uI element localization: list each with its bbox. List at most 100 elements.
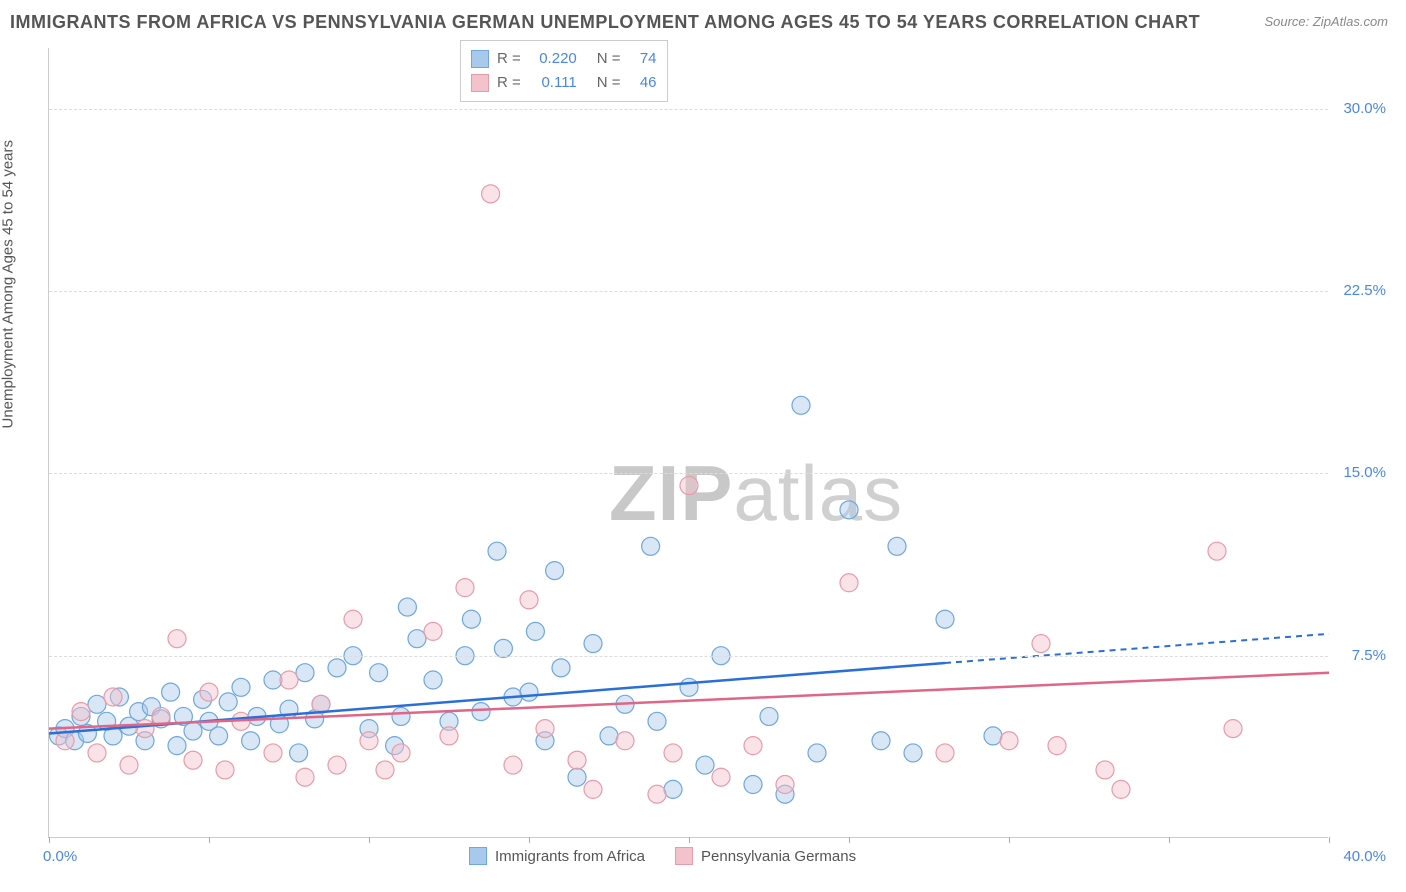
scatter-point xyxy=(696,756,714,774)
bottom-legend-label: Immigrants from Africa xyxy=(495,848,645,865)
scatter-point xyxy=(136,720,154,738)
legend-row: R = 0.111 N = 46 xyxy=(471,71,657,95)
legend-r-value: 0.220 xyxy=(529,47,577,71)
scatter-point xyxy=(648,785,666,803)
y-axis-label: Unemployment Among Ages 45 to 54 years xyxy=(0,140,17,429)
scatter-point xyxy=(88,744,106,762)
scatter-point xyxy=(184,751,202,769)
x-tick xyxy=(689,837,690,843)
source-attribution: Source: ZipAtlas.com xyxy=(1264,14,1388,29)
scatter-point xyxy=(488,542,506,560)
scatter-point xyxy=(440,727,458,745)
y-tick-label: 30.0% xyxy=(1343,100,1386,117)
scatter-point xyxy=(88,695,106,713)
scatter-point xyxy=(1032,635,1050,653)
scatter-point xyxy=(520,683,538,701)
legend-swatch xyxy=(675,847,693,865)
scatter-point xyxy=(642,537,660,555)
y-tick-label: 22.5% xyxy=(1343,282,1386,299)
scatter-point xyxy=(888,537,906,555)
scatter-point xyxy=(1048,737,1066,755)
scatter-point xyxy=(370,664,388,682)
scatter-point xyxy=(936,744,954,762)
chart-plot-area: ZIPatlas Immigrants from AfricaPennsylva… xyxy=(48,48,1328,838)
scatter-point xyxy=(536,720,554,738)
scatter-point xyxy=(184,722,202,740)
y-tick-label: 7.5% xyxy=(1352,647,1386,664)
legend-row: R = 0.220 N = 74 xyxy=(471,47,657,71)
scatter-point xyxy=(162,683,180,701)
grid-line xyxy=(49,473,1328,474)
scatter-point xyxy=(552,659,570,677)
scatter-point xyxy=(936,610,954,628)
scatter-point xyxy=(376,761,394,779)
scatter-point xyxy=(296,664,314,682)
legend-n-label: N = xyxy=(597,47,621,71)
scatter-point xyxy=(984,727,1002,745)
scatter-point xyxy=(424,622,442,640)
legend-n-value: 74 xyxy=(629,47,657,71)
scatter-point xyxy=(584,780,602,798)
x-tick-label: 0.0% xyxy=(43,848,77,865)
scatter-point xyxy=(600,727,618,745)
x-tick xyxy=(209,837,210,843)
legend-n-value: 46 xyxy=(629,71,657,95)
scatter-point xyxy=(1000,732,1018,750)
scatter-point xyxy=(872,732,890,750)
scatter-point xyxy=(1112,780,1130,798)
scatter-point xyxy=(472,703,490,721)
legend-r-label: R = xyxy=(497,47,521,71)
scatter-point xyxy=(680,678,698,696)
scatter-point xyxy=(242,732,260,750)
scatter-point xyxy=(616,732,634,750)
scatter-point xyxy=(712,768,730,786)
scatter-point xyxy=(526,622,544,640)
scatter-point xyxy=(808,744,826,762)
grid-line xyxy=(49,656,1328,657)
y-tick-label: 15.0% xyxy=(1343,464,1386,481)
scatter-point xyxy=(408,630,426,648)
legend-swatch xyxy=(471,74,489,92)
scatter-point xyxy=(520,591,538,609)
scatter-point xyxy=(482,185,500,203)
scatter-point xyxy=(392,744,410,762)
scatter-point xyxy=(744,737,762,755)
scatter-point xyxy=(456,579,474,597)
bottom-legend-item: Pennsylvania Germans xyxy=(675,847,856,865)
scatter-point xyxy=(648,712,666,730)
scatter-point xyxy=(584,635,602,653)
legend-r-value: 0.111 xyxy=(529,71,577,95)
legend-r-label: R = xyxy=(497,71,521,95)
scatter-point xyxy=(168,737,186,755)
x-tick xyxy=(1169,837,1170,843)
scatter-point xyxy=(328,756,346,774)
scatter-point xyxy=(504,756,522,774)
x-tick xyxy=(529,837,530,843)
scatter-point xyxy=(232,678,250,696)
scatter-point xyxy=(904,744,922,762)
scatter-point xyxy=(72,703,90,721)
scatter-svg xyxy=(49,48,1328,837)
grid-line xyxy=(49,109,1328,110)
x-tick xyxy=(49,837,50,843)
bottom-legend-label: Pennsylvania Germans xyxy=(701,848,856,865)
scatter-point xyxy=(290,744,308,762)
scatter-point xyxy=(776,776,794,794)
bottom-legend: Immigrants from Africa Pennsylvania Germa… xyxy=(469,847,856,865)
chart-title: IMMIGRANTS FROM AFRICA VS PENNSYLVANIA G… xyxy=(10,12,1200,33)
scatter-point xyxy=(424,671,442,689)
grid-line xyxy=(49,291,1328,292)
legend-swatch xyxy=(471,50,489,68)
scatter-point xyxy=(494,639,512,657)
x-tick xyxy=(1009,837,1010,843)
scatter-point xyxy=(104,688,122,706)
legend-n-label: N = xyxy=(597,71,621,95)
scatter-point xyxy=(216,761,234,779)
scatter-point xyxy=(664,780,682,798)
trend-line-dashed xyxy=(945,634,1329,663)
scatter-point xyxy=(760,707,778,725)
scatter-point xyxy=(200,683,218,701)
x-tick-label: 40.0% xyxy=(1343,848,1386,865)
scatter-point xyxy=(344,610,362,628)
scatter-point xyxy=(840,501,858,519)
